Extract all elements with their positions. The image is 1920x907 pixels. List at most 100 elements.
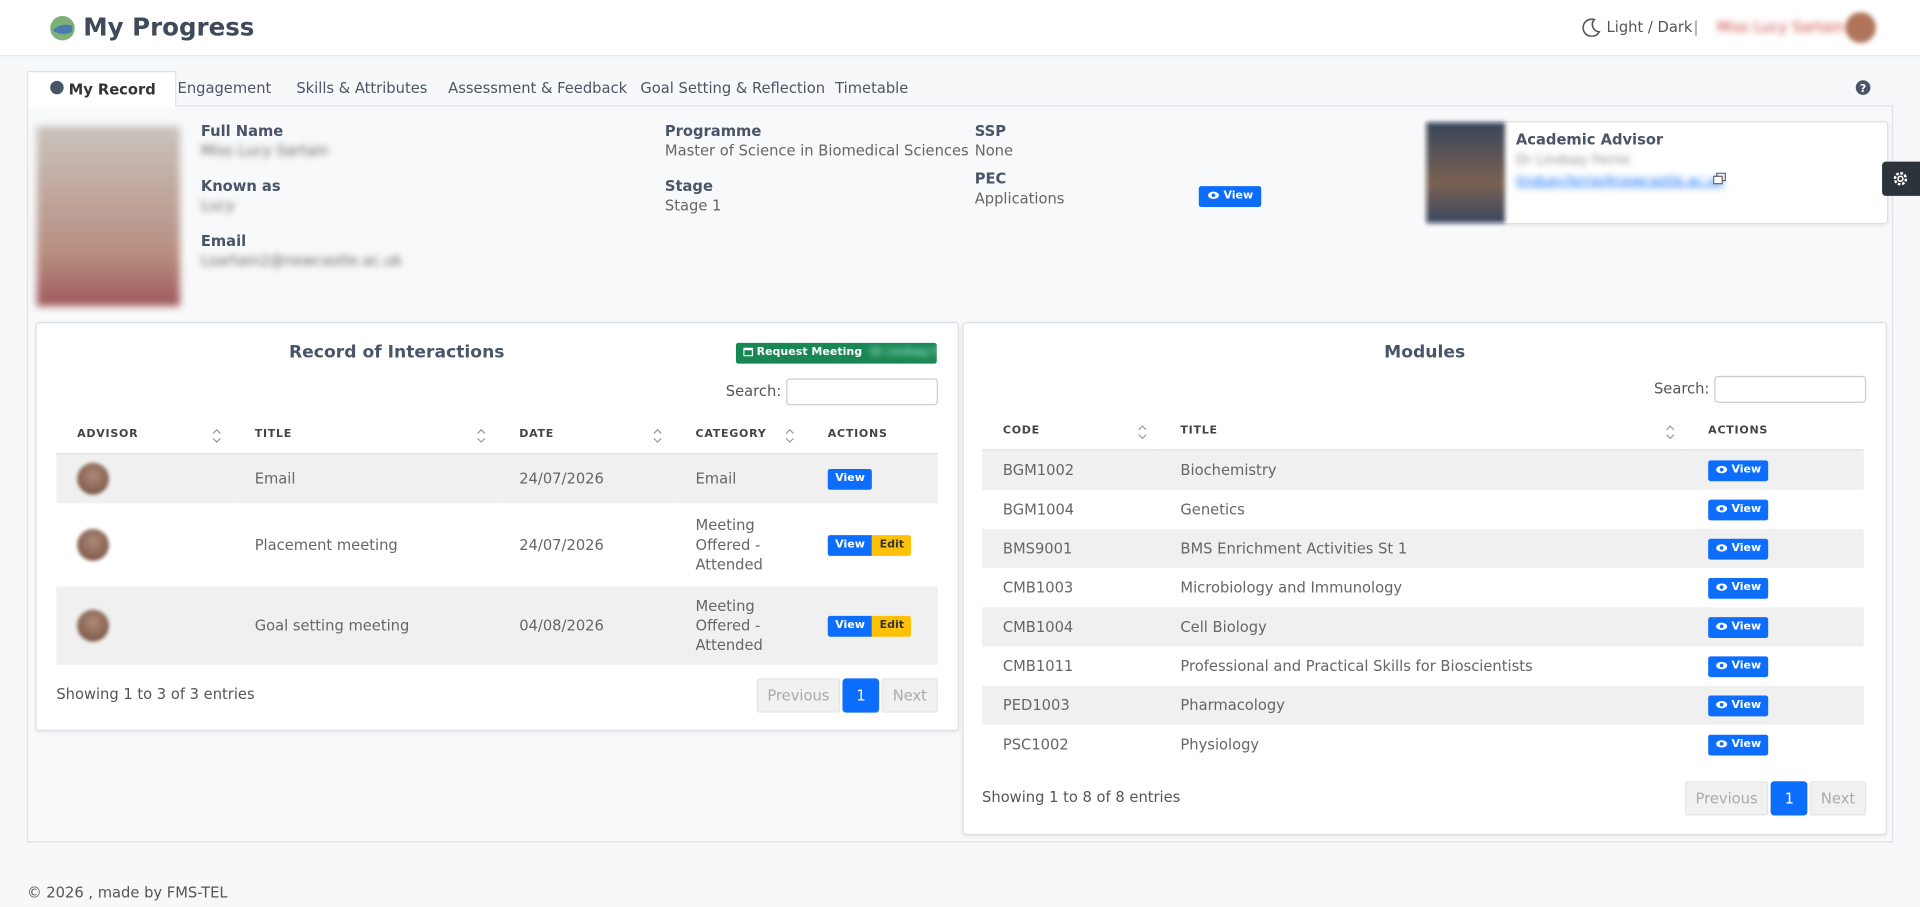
title-cell: Genetics (1180, 500, 1245, 518)
pec-view-button[interactable]: View (1198, 186, 1262, 207)
user-name[interactable]: Miss Lucy Sartain (1716, 18, 1845, 36)
tab[interactable]: Engagement (177, 79, 272, 97)
table-row: PED1003 Pharmacology View (982, 685, 1864, 725)
sort-icon[interactable] (212, 427, 222, 444)
date-cell: 24/07/2026 (498, 453, 675, 503)
table-row: BGM1004 Genetics View (982, 489, 1864, 528)
sort-icon[interactable] (476, 427, 486, 444)
advisor-name: Dr Lindsay Ferrie (1515, 151, 1631, 168)
action-button[interactable]: Edit (872, 615, 912, 637)
category-cell: Meeting Offered - Attended (695, 516, 763, 573)
action-button[interactable]: View (827, 468, 873, 490)
view-button[interactable]: View (1708, 616, 1769, 638)
modules-pagination: Previous 1 Next (1682, 781, 1867, 816)
column-header: ACTIONS (806, 416, 938, 455)
view-label: View (1731, 463, 1762, 477)
column-header[interactable]: TITLE (233, 416, 499, 455)
actions-cell: View (1687, 685, 1864, 725)
tab[interactable]: Goal Setting & Reflection (640, 79, 826, 97)
eye-icon (1716, 700, 1728, 708)
page-button[interactable]: Previous (756, 678, 841, 713)
table-row: Placement meeting 24/07/2026 Meeting Offer… (56, 503, 938, 586)
view-button[interactable]: View (1708, 734, 1769, 755)
modules-info: Showing 1 to 8 of 8 entries (982, 788, 1181, 806)
eye-icon (1716, 661, 1728, 669)
action-button[interactable]: View (827, 534, 873, 556)
sort-icon[interactable] (785, 427, 795, 444)
settings-tab[interactable] (1882, 161, 1920, 196)
page-button[interactable]: 1 (1771, 781, 1808, 816)
tab[interactable]: Skills & Attributes (296, 79, 428, 97)
logo (50, 15, 75, 41)
sort-icon[interactable] (653, 427, 663, 444)
column-header[interactable]: TITLE (1159, 412, 1688, 451)
profile-field: Email Lsartain2@newcastle.ac.uk (201, 233, 402, 270)
tab[interactable]: Assessment & Feedback (448, 79, 628, 97)
code-cell: BGM1002 (982, 450, 1160, 490)
column-header[interactable]: CODE (982, 412, 1160, 451)
view-button[interactable]: View (1708, 694, 1769, 716)
theme-toggle[interactable]: Light / Dark (1606, 18, 1693, 36)
actions-cell: View (1687, 528, 1864, 568)
eye-icon (1716, 543, 1728, 552)
interactions-table: ADVISOR TITLE DATE CATEGORY ACTIONS Email 24/0… (56, 416, 938, 665)
copy-icon[interactable] (1713, 172, 1726, 185)
sort-icon[interactable] (1138, 424, 1148, 441)
view-button[interactable]: View (1708, 460, 1769, 481)
column-header[interactable]: ADVISOR (56, 416, 234, 455)
field-value: Applications (974, 189, 1065, 207)
view-label: View (1731, 698, 1762, 711)
code-cell: PSC1002 (1002, 735, 1069, 753)
action-button[interactable]: Edit (872, 534, 912, 556)
action-button[interactable]: View (827, 615, 873, 637)
code-cell: CMB1003 (1002, 578, 1074, 596)
title-cell: Microbiology and Immunology (1180, 578, 1403, 596)
view-button[interactable]: View (1708, 498, 1769, 520)
help-icon[interactable]: ? (1855, 80, 1871, 96)
view-button[interactable]: View (1708, 577, 1769, 599)
profile-field: Programme Master of Science in Biomedical… (665, 122, 969, 159)
sort-icon[interactable] (1665, 424, 1675, 441)
tab[interactable]: Timetable (835, 79, 909, 97)
actions-cell: View Edit (806, 585, 938, 665)
calendar-icon (743, 347, 754, 357)
advisor-card: Academic Advisor Dr Lindsay Ferrie linds… (1425, 121, 1889, 225)
page-button[interactable]: Previous (1684, 781, 1769, 816)
search-input[interactable] (1714, 375, 1867, 403)
eye-icon (1716, 622, 1728, 630)
actions-cell: View (1687, 450, 1864, 490)
view-button[interactable]: View (1708, 538, 1769, 559)
moon-icon[interactable] (1582, 17, 1602, 37)
profile-field: SSP None (975, 122, 1013, 159)
table-row: CMB1004 Cell Biology View (982, 606, 1864, 646)
page-button[interactable]: Next (1809, 781, 1867, 816)
category-cell: Meeting Offered - Attended (674, 585, 807, 665)
code-cell: CMB1011 (1002, 656, 1074, 675)
tab[interactable]: My Record (26, 71, 177, 108)
column-header[interactable]: DATE (498, 416, 675, 455)
avatar (77, 462, 109, 495)
column-header[interactable]: CATEGORY (674, 416, 807, 455)
title-cell: Cell Biology (1159, 606, 1688, 646)
actions-cell: View Edit (807, 503, 938, 586)
page-button[interactable]: Next (881, 678, 938, 713)
eye-icon (1716, 582, 1728, 591)
view-button[interactable]: View (1708, 655, 1769, 677)
header-row: CODE TITLE ACTIONS (982, 412, 1864, 451)
page-button[interactable]: 1 (842, 678, 880, 713)
search-input[interactable] (786, 378, 938, 406)
user-avatar[interactable] (1845, 12, 1876, 43)
header-row: ADVISOR TITLE DATE CATEGORY ACTIONS (56, 416, 938, 455)
table-row: CMB1003 Microbiology and Immunology View (982, 568, 1864, 607)
code-cell: PED1003 (982, 685, 1160, 725)
title-cell: Placement meeting (254, 535, 398, 553)
field-value: Lucy (200, 197, 235, 215)
table-row: Email 24/07/2026 Email View (56, 453, 938, 503)
svg-text:?: ? (1860, 82, 1866, 95)
request-meeting-button[interactable]: Request Meeting Dr Lindsay Ferrie (735, 342, 937, 364)
advisor-email[interactable]: lindsay.ferrie@newcastle.ac.uk (1515, 172, 1724, 189)
title-cell: Pharmacology (1159, 685, 1688, 725)
actions-cell: View (1687, 489, 1863, 528)
